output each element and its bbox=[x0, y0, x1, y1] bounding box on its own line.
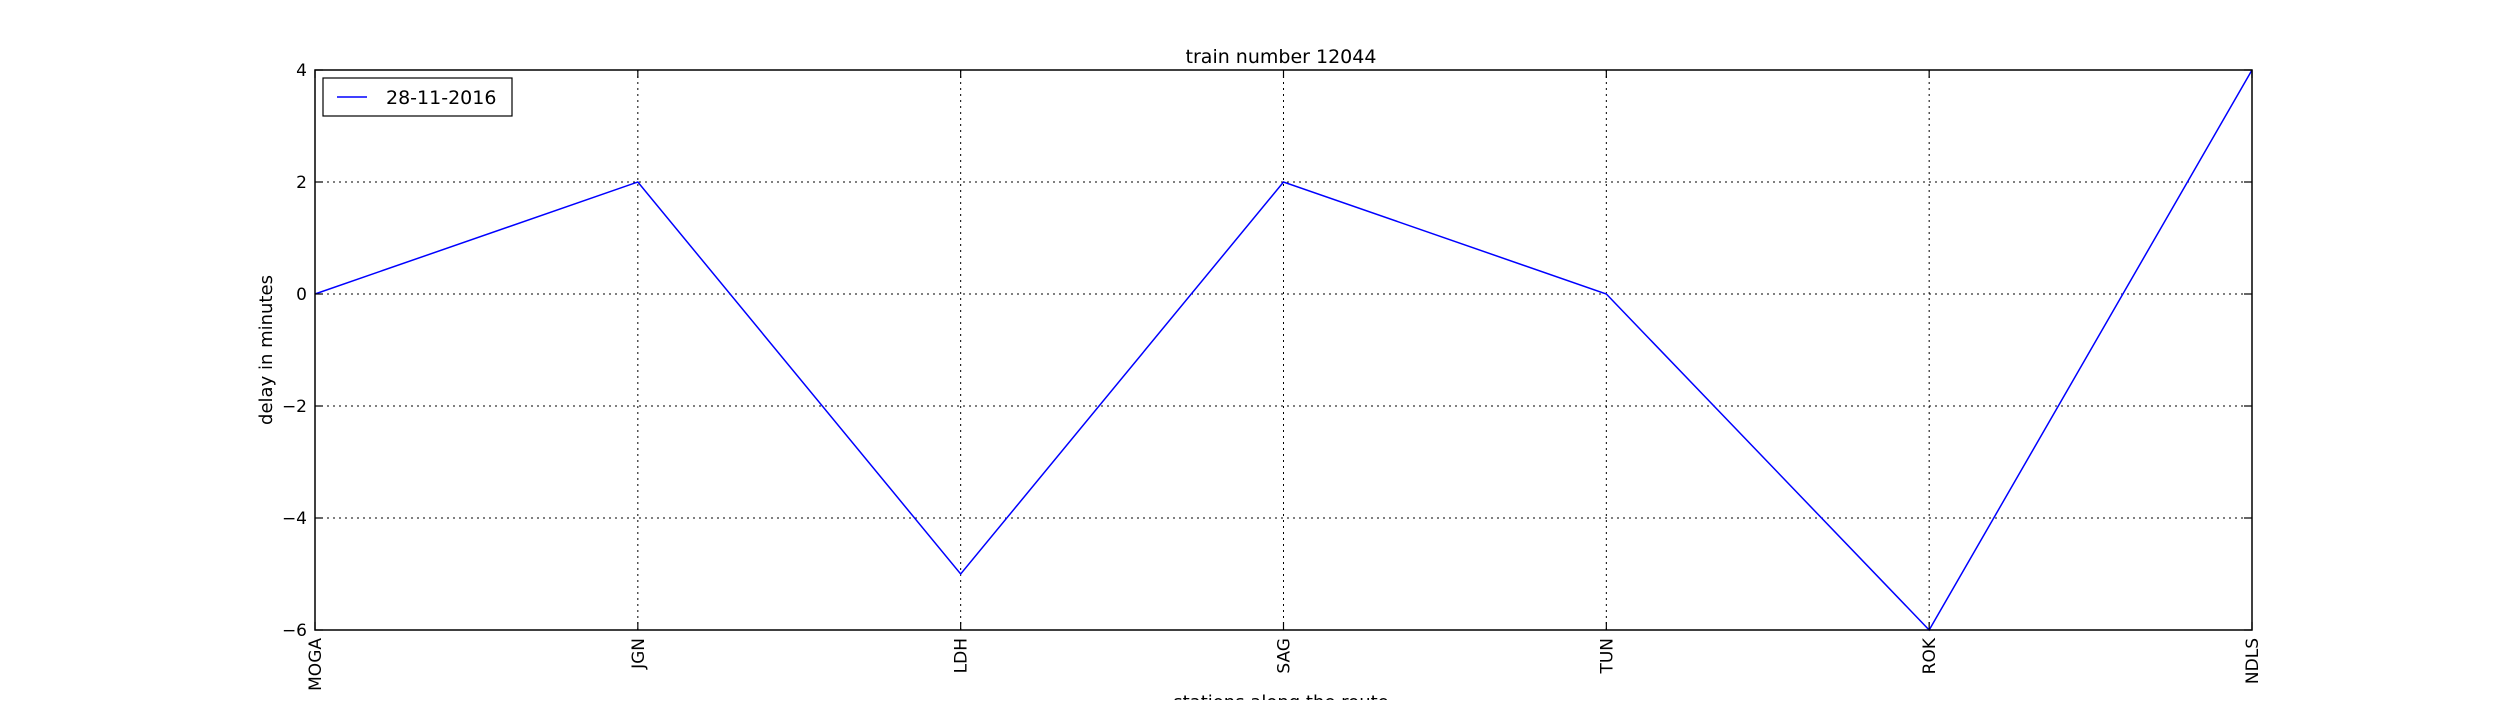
chart-title: train number 12044 bbox=[1186, 46, 1377, 68]
tick-layer bbox=[314, 69, 2253, 631]
y-tick-label: 2 bbox=[296, 173, 307, 193]
y-tick-label: −6 bbox=[282, 621, 307, 641]
y-tick-labels: −6 −4 −2 0 2 4 bbox=[282, 61, 307, 641]
x-tick-labels: MOGA JGN LDH SAG TUN ROK NDLS bbox=[306, 637, 2263, 691]
x-tick-label: MOGA bbox=[306, 638, 326, 691]
x-tick-label: NDLS bbox=[2243, 638, 2263, 684]
y-axis-label: delay in minutes bbox=[256, 275, 277, 425]
y-tick-label: 0 bbox=[296, 285, 307, 305]
x-axis-label: stations along the route bbox=[1173, 692, 1388, 700]
x-tick-label: TUN bbox=[1597, 638, 1617, 675]
y-tick-label: −4 bbox=[282, 509, 307, 529]
x-tick-label: SAG bbox=[1275, 638, 1295, 674]
x-tick-label: ROK bbox=[1920, 637, 1940, 674]
legend: 28-11-2016 bbox=[322, 77, 513, 117]
x-tick-label: JGN bbox=[629, 638, 649, 670]
legend-label: 28-11-2016 bbox=[386, 87, 496, 109]
y-tick-label: 4 bbox=[296, 61, 307, 81]
x-tick-label: LDH bbox=[952, 638, 972, 673]
y-tick-label: −2 bbox=[282, 397, 307, 417]
grid-layer bbox=[315, 70, 2252, 630]
